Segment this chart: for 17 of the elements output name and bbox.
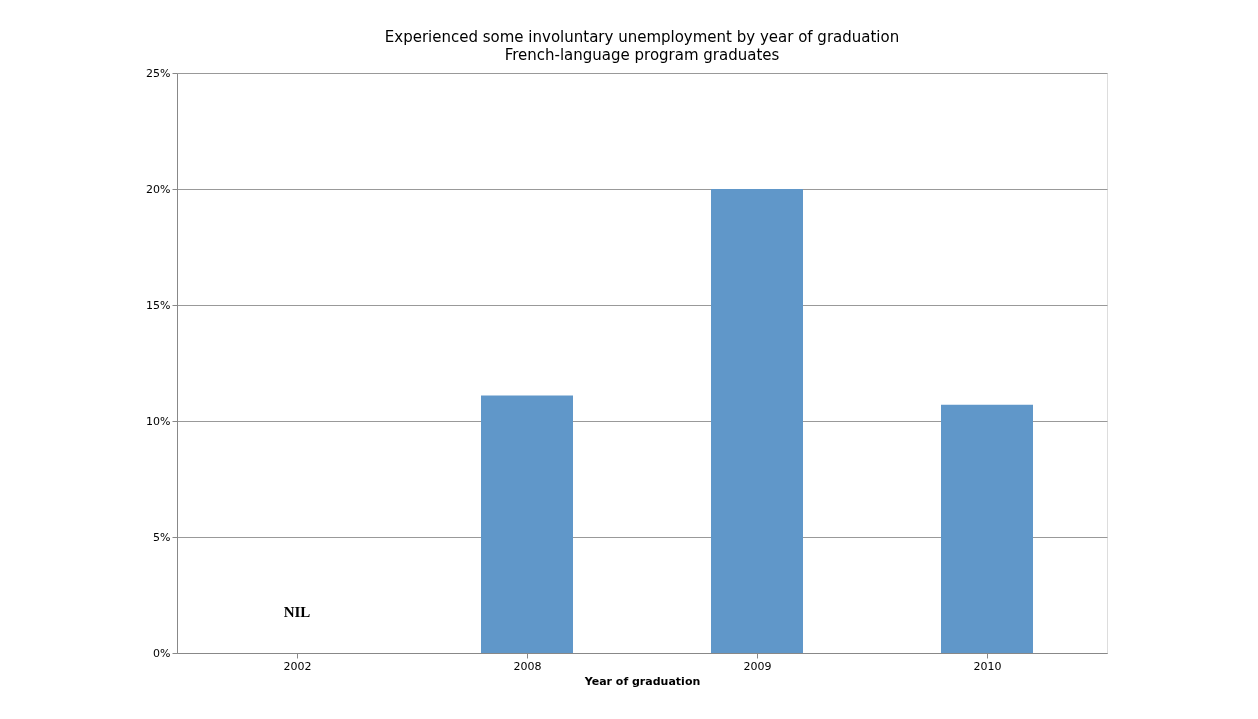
- bar: [941, 404, 1033, 653]
- y-tick-label: 15%: [146, 298, 171, 312]
- x-tick-label: 2008: [513, 659, 542, 673]
- y-tick-label: 10%: [146, 414, 171, 428]
- annotation: NIL: [283, 604, 311, 621]
- chart-subtitle: French-language program graduates: [504, 46, 780, 64]
- y-tick-label: 5%: [153, 530, 171, 544]
- chart-title: Experienced some involuntary unemployment by year of graduation: [384, 28, 900, 46]
- bar: [481, 395, 573, 653]
- x-axis-title: Year of graduation: [583, 674, 701, 688]
- y-tick-label: 0%: [153, 646, 171, 660]
- y-tick-label: 25%: [146, 66, 171, 80]
- x-tick-label: 2002: [283, 659, 312, 673]
- x-tick-label: 2009: [743, 659, 772, 673]
- x-tick-label: 2010: [973, 659, 1002, 673]
- bar: [711, 189, 803, 653]
- y-tick-label: 20%: [146, 182, 171, 196]
